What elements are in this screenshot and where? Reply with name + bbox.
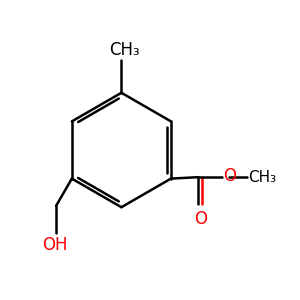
Text: CH₃: CH₃ [109, 41, 140, 59]
Text: O: O [223, 167, 236, 185]
Text: O: O [194, 209, 207, 227]
Text: CH₃: CH₃ [248, 170, 276, 185]
Text: OH: OH [42, 236, 68, 254]
